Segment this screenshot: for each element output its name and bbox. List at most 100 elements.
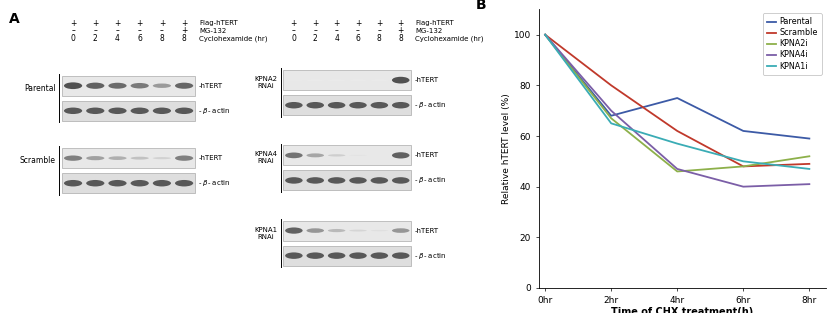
Text: Cyclohexamide (hr): Cyclohexamide (hr) [199,35,268,42]
Ellipse shape [328,229,345,232]
Text: +: + [115,19,120,28]
Text: –: – [138,26,142,35]
Text: - $\beta$- actin: - $\beta$- actin [198,106,231,116]
Ellipse shape [286,152,303,158]
Ellipse shape [286,102,303,109]
Line: KPNA4i: KPNA4i [545,35,809,187]
KPNA4i [739,185,749,188]
Scramble [804,162,814,166]
Text: +: + [376,19,383,28]
Bar [283,246,412,266]
Ellipse shape [306,252,324,259]
Text: 8: 8 [182,34,187,43]
Bar [283,95,412,115]
KPNA2i [739,165,749,168]
KPNA1i [672,142,682,146]
Ellipse shape [286,177,303,184]
Text: 8: 8 [377,34,382,43]
Ellipse shape [64,180,82,187]
Text: +: + [159,19,165,28]
Ellipse shape [109,83,127,89]
Text: -hTERT: -hTERT [414,152,438,158]
Ellipse shape [130,108,149,114]
Ellipse shape [153,157,171,159]
Line: Scramble: Scramble [545,35,809,167]
Text: Flag-hTERT: Flag-hTERT [199,20,238,26]
Ellipse shape [392,152,409,158]
Bar [283,70,412,90]
Text: KPNA1
RNAi: KPNA1 RNAi [254,227,277,239]
Text: –: – [71,26,75,35]
Text: -hTERT: -hTERT [414,77,438,83]
KPNA1i [739,159,749,163]
Ellipse shape [86,108,105,114]
Text: 0: 0 [71,34,76,43]
Text: –: – [160,26,164,35]
Text: MG-132: MG-132 [416,28,442,34]
Ellipse shape [286,252,303,259]
Scramble [540,33,550,37]
Text: Parental: Parental [24,84,56,93]
Ellipse shape [349,155,367,156]
Text: +: + [70,19,76,28]
Ellipse shape [130,180,149,187]
Ellipse shape [349,102,367,109]
Ellipse shape [370,252,388,259]
Ellipse shape [86,156,105,160]
KPNA2i [672,170,682,173]
Text: Scramble: Scramble [20,156,56,165]
Text: –: – [334,26,339,35]
Line: KPNA1i: KPNA1i [545,35,809,169]
Text: -hTERT: -hTERT [198,83,222,89]
Ellipse shape [349,230,367,232]
X-axis label: Time of CHX treatment(h): Time of CHX treatment(h) [611,307,754,313]
Ellipse shape [64,82,82,89]
Ellipse shape [349,177,367,184]
Ellipse shape [370,102,388,109]
Ellipse shape [392,252,409,259]
Bar [62,76,195,96]
Ellipse shape [109,156,127,160]
Bar [62,101,195,121]
Bar [283,221,412,241]
Ellipse shape [370,155,388,156]
Text: +: + [181,26,188,35]
Bar [283,145,412,165]
Text: - $\beta$- actin: - $\beta$- actin [414,251,447,261]
Ellipse shape [175,83,193,89]
Text: KPNA4
RNAi: KPNA4 RNAi [254,151,277,164]
Parental [540,33,550,37]
KPNA1i [606,121,616,125]
Text: +: + [398,26,404,35]
Ellipse shape [130,83,149,89]
Text: –: – [313,26,317,35]
Ellipse shape [306,153,324,157]
Ellipse shape [349,252,367,259]
Ellipse shape [130,157,149,160]
Text: MG-132: MG-132 [199,28,227,34]
Text: –: – [93,26,97,35]
Text: +: + [354,19,361,28]
Ellipse shape [286,228,303,234]
Parental [804,137,814,141]
Line: KPNA2i: KPNA2i [545,35,809,172]
Text: 6: 6 [355,34,360,43]
Scramble [739,165,749,168]
Text: 4: 4 [115,34,120,43]
Parental [606,114,616,118]
Ellipse shape [370,177,388,184]
Ellipse shape [153,180,171,187]
Ellipse shape [392,77,409,84]
Ellipse shape [392,102,409,109]
Text: -hTERT: -hTERT [414,228,438,233]
Ellipse shape [328,252,345,259]
Ellipse shape [86,83,105,89]
Text: 2: 2 [93,34,98,43]
KPNA4i [672,167,682,171]
KPNA4i [540,33,550,37]
Bar [62,173,195,193]
KPNA4i [804,182,814,186]
Text: Flag-hTERT: Flag-hTERT [416,20,454,26]
Bar [62,148,195,168]
Text: +: + [136,19,143,28]
